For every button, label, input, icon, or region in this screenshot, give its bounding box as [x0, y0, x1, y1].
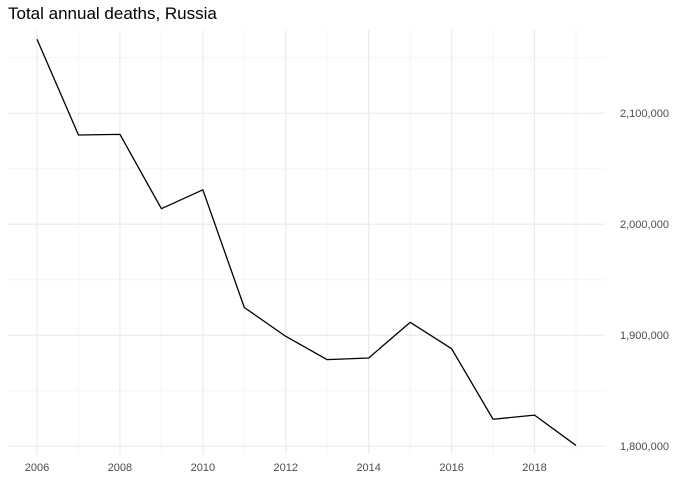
x-tick-label: 2018 [522, 462, 546, 474]
x-tick-label: 2016 [439, 462, 463, 474]
x-axis-ticks: 2006 2008 2010 2012 2014 2016 2018 [25, 462, 547, 474]
y-tick-label: 2,100,000 [620, 108, 669, 120]
chart-title: Total annual deaths, Russia [8, 4, 217, 23]
y-tick-label: 2,000,000 [620, 219, 669, 231]
y-axis-ticks: 1,800,000 1,900,000 2,000,000 2,100,000 [620, 108, 669, 453]
x-tick-label: 2010 [191, 462, 215, 474]
minor-gridlines [8, 30, 605, 454]
y-tick-label: 1,900,000 [620, 330, 669, 342]
x-tick-label: 2012 [274, 462, 298, 474]
x-tick-label: 2008 [108, 462, 132, 474]
y-tick-label: 1,800,000 [620, 441, 669, 453]
x-tick-label: 2006 [25, 462, 49, 474]
major-gridlines [8, 30, 605, 454]
series-layer [36, 38, 577, 446]
series-line [36, 38, 577, 446]
x-tick-label: 2014 [356, 462, 380, 474]
